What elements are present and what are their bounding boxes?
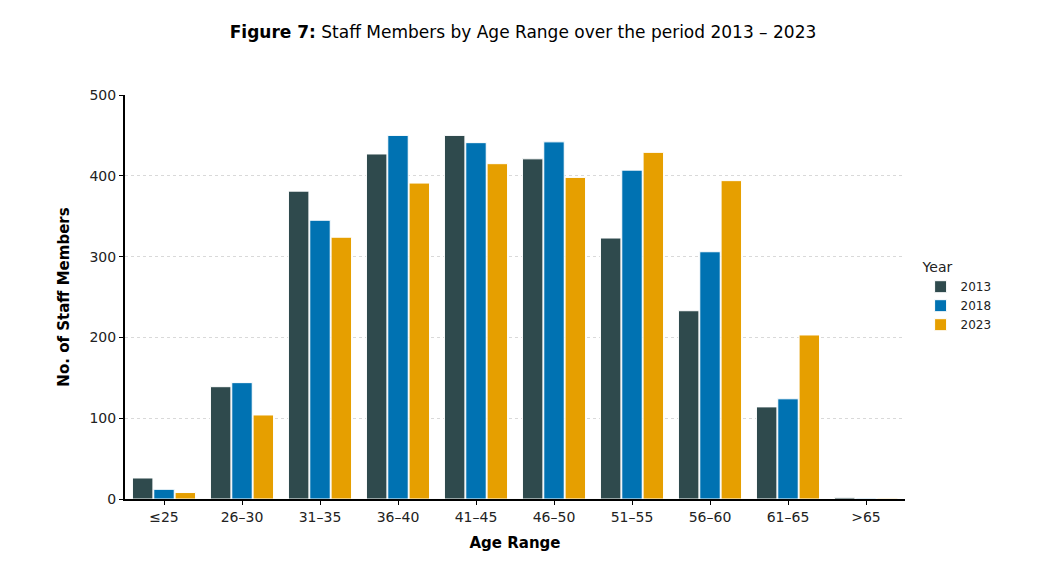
svg-text:56–60: 56–60 (689, 509, 732, 525)
svg-text:Age Range: Age Range (469, 534, 560, 552)
svg-text:100: 100 (89, 410, 116, 426)
svg-text:Year: Year (922, 259, 953, 275)
svg-text:2013: 2013 (961, 280, 992, 294)
svg-text:0: 0 (107, 491, 116, 507)
svg-text:No. of Staff Members: No. of Staff Members (55, 207, 73, 386)
svg-text:300: 300 (89, 249, 116, 265)
svg-text:36–40: 36–40 (377, 509, 420, 525)
svg-text:200: 200 (89, 329, 116, 345)
svg-text:400: 400 (89, 168, 116, 184)
svg-text:26–30: 26–30 (221, 509, 264, 525)
svg-text:41–45: 41–45 (455, 509, 498, 525)
svg-text:31–35: 31–35 (299, 509, 342, 525)
svg-text:≤25: ≤25 (149, 509, 179, 525)
svg-text:2023: 2023 (961, 318, 992, 332)
svg-text:2018: 2018 (961, 299, 992, 313)
svg-text:61–65: 61–65 (767, 509, 810, 525)
svg-text:500: 500 (89, 87, 116, 103)
svg-text:51–55: 51–55 (611, 509, 654, 525)
svg-text:Figure 7: Staff Members by Age: Figure 7: Staff Members by Age Range ove… (230, 22, 817, 42)
svg-text:>65: >65 (851, 509, 881, 525)
svg-text:46–50: 46–50 (533, 509, 576, 525)
